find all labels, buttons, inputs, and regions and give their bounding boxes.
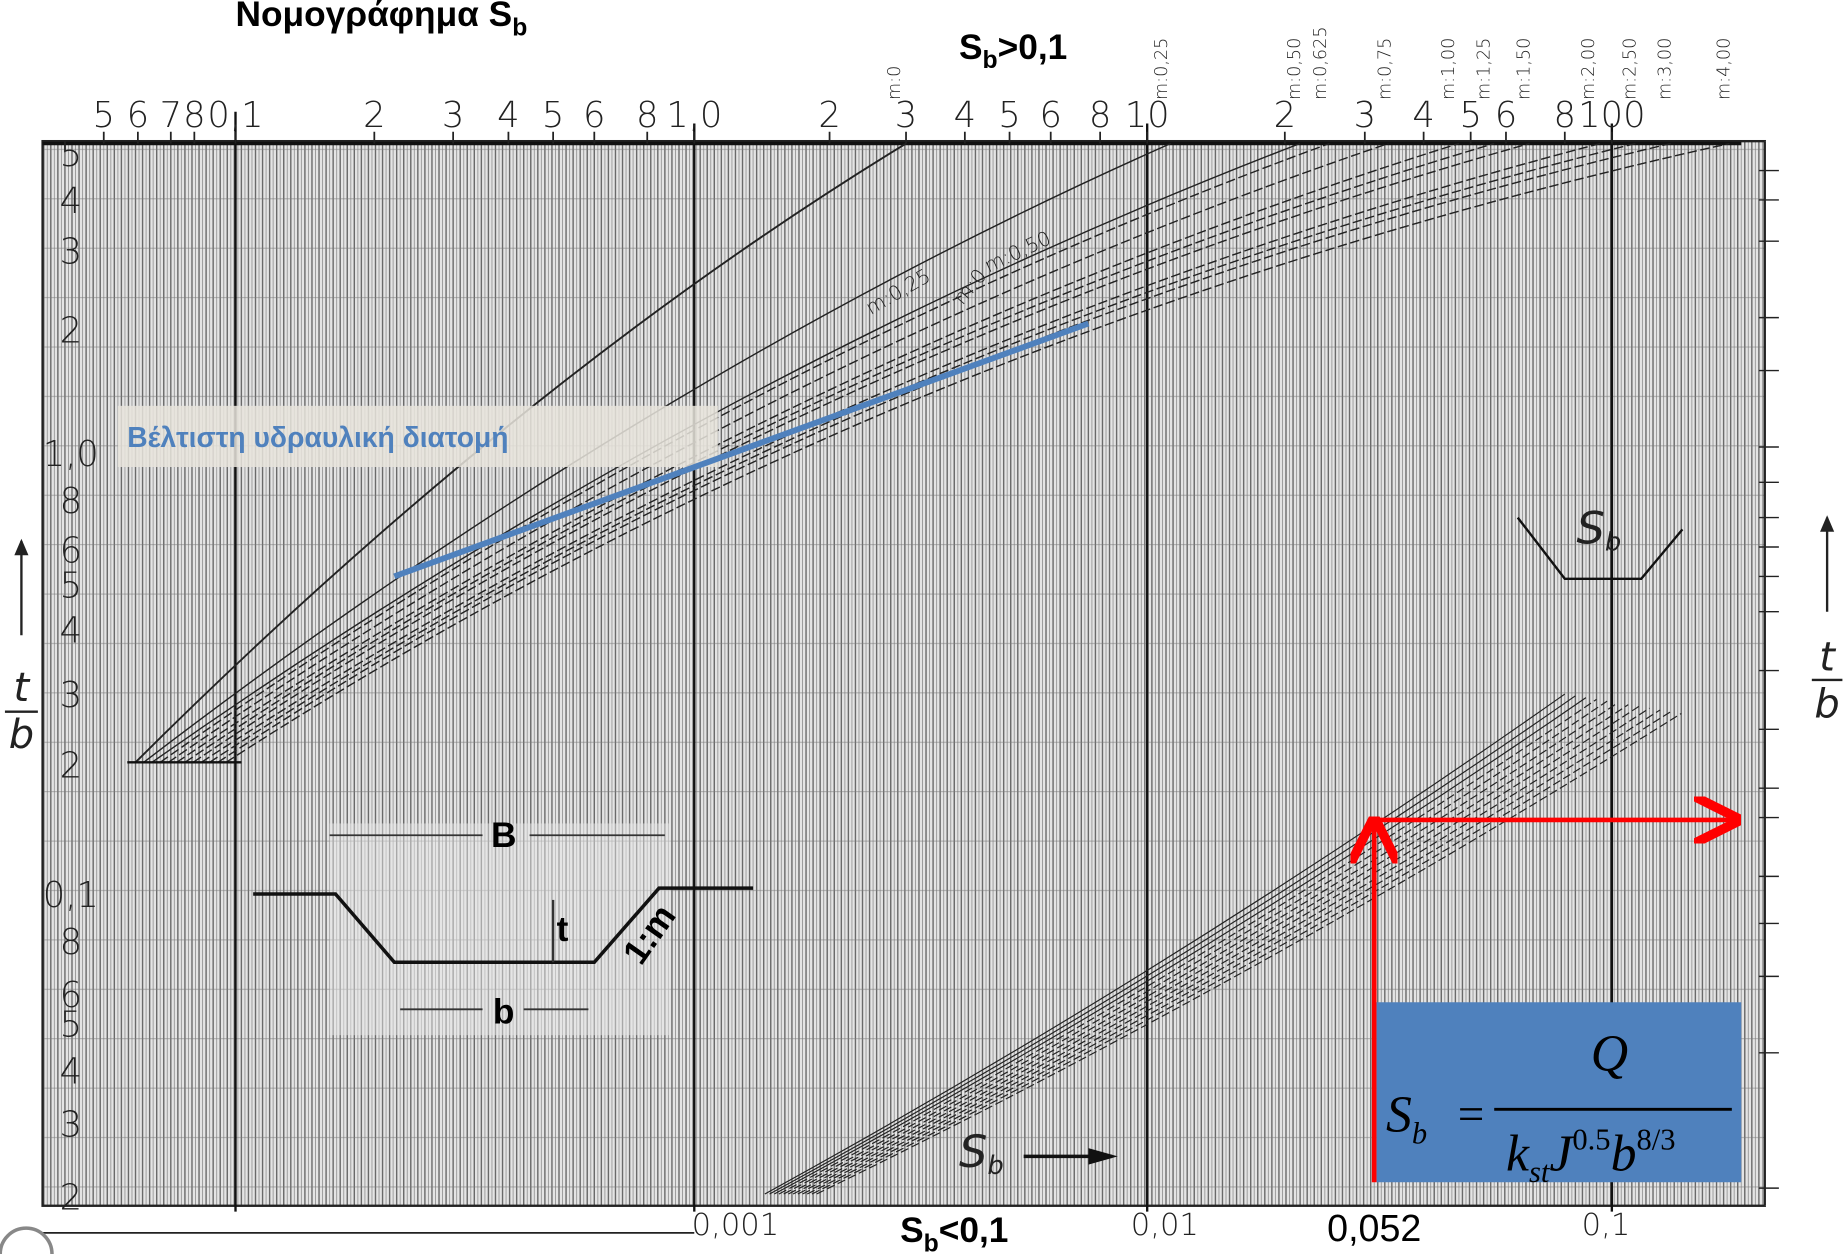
m-label: m:1,00	[1439, 38, 1459, 100]
formula-numerator: Q	[1591, 1025, 1628, 1082]
left-tick-label: 0,1	[43, 875, 99, 916]
upper-label: Sb>0,1	[959, 28, 1067, 74]
top-tick-label: 4	[954, 95, 976, 136]
nomogram: 56780,12345681,02345681023456810054321,0…	[0, 0, 1845, 1254]
top-tick-label: 7	[160, 95, 182, 136]
right-title-num: t	[1819, 635, 1836, 681]
m-label: m:1,50	[1515, 38, 1535, 100]
m-label: m:3,00	[1656, 38, 1676, 100]
title: Νομογράφημα Sb	[236, 0, 528, 41]
m-label: m:0,75	[1376, 38, 1396, 100]
left-tick-label: 5	[60, 134, 82, 175]
title-sub: b	[512, 14, 527, 41]
bottom-tick-label: 0,01	[1131, 1208, 1199, 1243]
top-tick-label: 6	[127, 95, 149, 136]
top-tick-label: 5	[1459, 95, 1481, 136]
den-b-sup: 8/3	[1636, 1122, 1675, 1156]
left-title-den: b	[9, 712, 34, 758]
sb-bottom-main: S	[959, 1126, 987, 1178]
m-label: m:0	[885, 66, 905, 100]
den-k-sub: st	[1529, 1155, 1551, 1189]
left-tick-label: 8	[60, 481, 82, 522]
m-label: m:1,25	[1475, 38, 1495, 100]
upper-label-main: S	[959, 28, 983, 67]
top-tick-label: 1,0	[666, 95, 722, 136]
left-tick-label: 3	[60, 232, 82, 273]
m-label: m:2,00	[1579, 38, 1599, 100]
den-b: b	[1611, 1125, 1637, 1182]
right-title-den: b	[1814, 682, 1839, 728]
top-tick-label: 8	[1554, 95, 1576, 136]
top-tick-label: 5	[542, 95, 564, 136]
top-tick-label: 10	[1125, 95, 1170, 136]
top-tick-label: 2	[818, 95, 840, 136]
top-tick-label: 2	[1274, 95, 1296, 136]
top-tick-label: 6	[1039, 95, 1061, 136]
top-tick-label: 4	[1412, 95, 1434, 136]
upper-label-rest: >0,1	[998, 28, 1068, 67]
bottom-width: b	[493, 992, 515, 1031]
upper-label-sub: b	[983, 47, 998, 74]
bottom-tick-label: 0,1	[1582, 1208, 1631, 1243]
formula-lhs-main: S	[1386, 1087, 1412, 1144]
left-tick-label: 5	[60, 1004, 82, 1045]
sb-bottom-sub: b	[987, 1151, 1003, 1181]
left-tick-label: 2	[60, 746, 82, 787]
lower-label-main: S	[900, 1211, 924, 1250]
bottom-tick-label: 0,001	[692, 1208, 780, 1243]
top-tick-label: 3	[895, 95, 917, 136]
formula-equals: =	[1455, 1088, 1487, 1140]
left-tick-label: 4	[60, 1051, 82, 1092]
left-tick-label: 2	[60, 310, 82, 351]
top-tick-label: 5	[93, 95, 115, 136]
m-label: m:2,50	[1620, 38, 1640, 100]
left-tick-label: 4	[60, 610, 82, 651]
top-tick-label: 6	[583, 95, 605, 136]
top-tick-label: 3	[1354, 95, 1376, 136]
top-width: B	[491, 816, 516, 855]
page: { "title": {"main": "Νομογράφημα S", "su…	[0, 0, 1845, 1254]
optimal-section-label: Βέλτιστη υδραυλική διατομή	[127, 421, 508, 453]
top-tick-label: 6	[1495, 95, 1517, 136]
left-tick-label: 8	[60, 922, 82, 963]
top-tick-label: 3	[442, 95, 464, 136]
sb-right-main: S	[1577, 502, 1605, 554]
left-tick-label: 5	[60, 566, 82, 607]
den-J-sup: 0.5	[1572, 1122, 1610, 1156]
top-tick-label: 0,1	[207, 95, 263, 136]
title-main: Νομογράφημα S	[236, 0, 513, 34]
m-label: m:0,50	[1285, 38, 1305, 100]
result-value: 0,052	[1327, 1207, 1421, 1249]
den-k: k	[1506, 1125, 1530, 1182]
left-tick-label: 1,0	[43, 434, 99, 475]
top-tick-label: 100	[1578, 95, 1645, 136]
formula-lhs-sub: b	[1412, 1116, 1427, 1150]
top-tick-label: 5	[998, 95, 1020, 136]
left-tick-label: 4	[60, 181, 82, 222]
sb-right-sub: b	[1605, 528, 1621, 558]
depth: t	[557, 910, 569, 949]
top-tick-label: 8	[183, 95, 205, 136]
top-tick-label: 8	[636, 95, 658, 136]
left-title-num: t	[14, 665, 31, 711]
lower-label-rest: <0,1	[939, 1211, 1009, 1250]
lower-label: Sb<0,1	[900, 1211, 1008, 1254]
top-tick-label: 4	[497, 95, 519, 136]
left-tick-label: 2	[60, 1177, 82, 1218]
lower-label-sub: b	[924, 1231, 939, 1254]
m-label: m:4,00	[1714, 38, 1734, 100]
m-label: m:0,625	[1311, 26, 1331, 100]
left-arrowhead	[14, 539, 28, 555]
top-tick-label: 2	[363, 95, 385, 136]
top-tick-label: 8	[1089, 95, 1111, 136]
m-label: m:0,25	[1152, 38, 1172, 100]
den-J: J	[1549, 1125, 1574, 1182]
left-tick-label: 3	[60, 1104, 82, 1145]
left-tick-label: 3	[60, 675, 82, 716]
